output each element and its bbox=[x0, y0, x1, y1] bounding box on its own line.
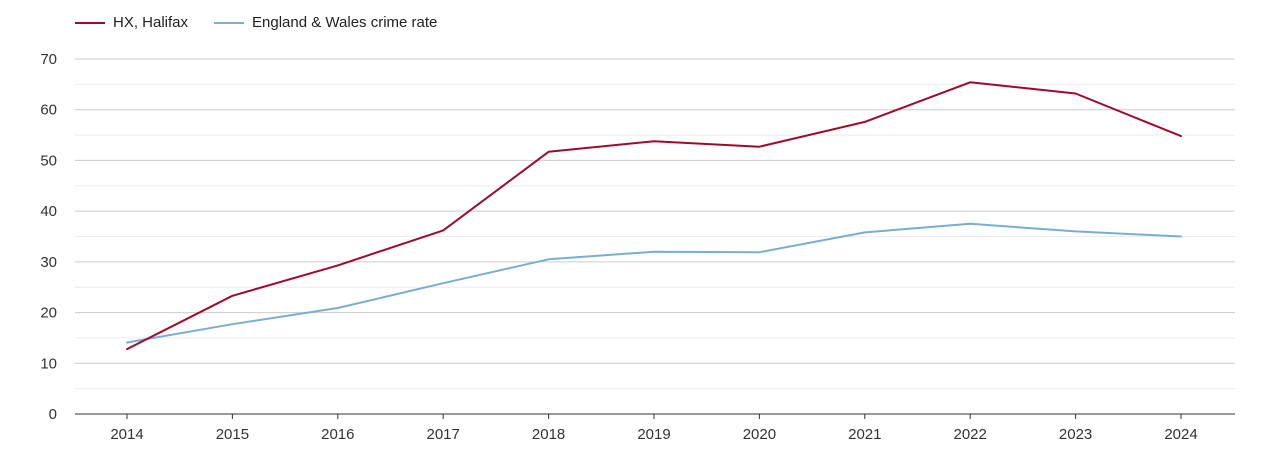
legend-item-halifax[interactable]: HX, Halifax bbox=[75, 14, 188, 31]
x-tick-label: 2022 bbox=[954, 426, 987, 443]
x-tick-label: 2016 bbox=[321, 426, 354, 443]
y-tick-label: 20 bbox=[40, 305, 57, 322]
x-tick-label: 2018 bbox=[532, 426, 565, 443]
y-tick-label: 60 bbox=[40, 102, 57, 119]
legend-label-halifax: HX, Halifax bbox=[113, 14, 189, 31]
series-line-halifax bbox=[126, 81, 1182, 351]
y-tick-label: 0 bbox=[49, 406, 57, 423]
x-tick-label: 2023 bbox=[1059, 426, 1092, 443]
x-tick-label: 2024 bbox=[1164, 426, 1197, 443]
legend-item-england-wales[interactable]: England & Wales crime rate bbox=[214, 14, 437, 31]
y-tick-label: 40 bbox=[40, 203, 57, 220]
x-tick-label: 2014 bbox=[110, 426, 143, 443]
x-tick-label: 2015 bbox=[216, 426, 249, 443]
legend-label-england-wales: England & Wales crime rate bbox=[252, 14, 438, 31]
x-tick-label: 2021 bbox=[848, 426, 881, 443]
chart-legend: HX, Halifax England & Wales crime rate bbox=[75, 14, 437, 31]
legend-swatch-halifax bbox=[75, 21, 105, 24]
y-tick-label: 70 bbox=[40, 51, 57, 68]
x-tick-label: 2017 bbox=[427, 426, 460, 443]
x-tick-label: 2020 bbox=[743, 426, 776, 443]
y-tick-label: 50 bbox=[40, 152, 57, 169]
y-tick-label: 30 bbox=[40, 254, 57, 271]
series-line-england-wales bbox=[126, 222, 1182, 344]
y-tick-label: 10 bbox=[40, 355, 57, 372]
x-tick-label: 2019 bbox=[637, 426, 670, 443]
legend-swatch-england-wales bbox=[214, 21, 245, 24]
